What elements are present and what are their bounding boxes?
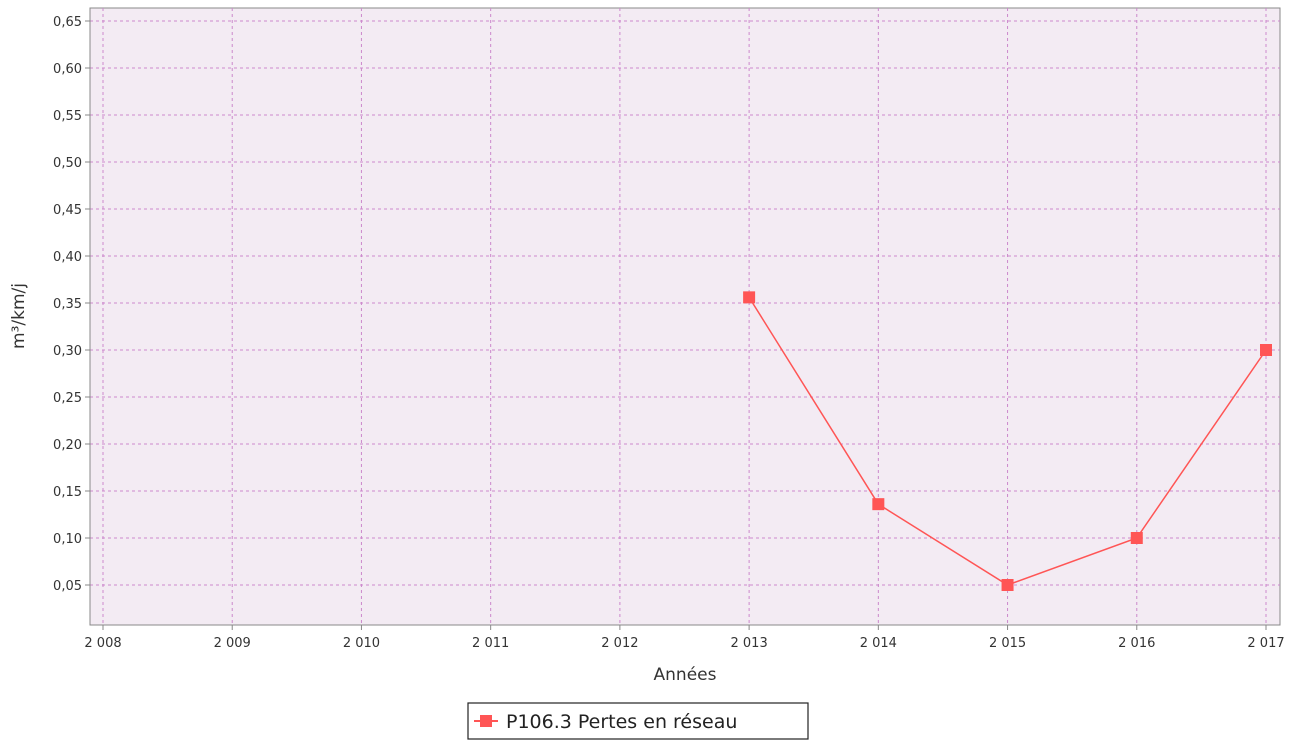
x-tick-label: 2 009 — [214, 636, 251, 651]
legend: P106.3 Pertes en réseau — [467, 702, 809, 740]
y-axis-title: m³/km/j — [9, 283, 29, 349]
y-tick-label: 0,20 — [53, 438, 82, 453]
x-tick-label: 2 010 — [343, 636, 380, 651]
x-tick-labels: 2 008 2 009 2 010 2 011 2 012 2 013 2 014 2 015… — [84, 636, 1284, 651]
y-tick-label: 0,35 — [53, 297, 82, 312]
y-tick-label: 0,10 — [53, 532, 82, 547]
axes — [85, 8, 1280, 630]
y-tick-label: 0,45 — [53, 203, 82, 218]
x-tick-label: 2 017 — [1247, 636, 1284, 651]
x-tick-label: 2 016 — [1118, 636, 1155, 651]
x-tick-label: 2 011 — [472, 636, 509, 651]
data-point — [872, 498, 885, 511]
x-tick-label: 2 015 — [989, 636, 1026, 651]
y-tick-label: 0,25 — [53, 391, 82, 406]
x-tick-label: 2 013 — [731, 636, 768, 651]
legend-label: P106.3 Pertes en réseau — [506, 711, 737, 733]
data-point — [1260, 344, 1272, 356]
y-tick-label: 0,05 — [53, 579, 82, 594]
y-tick-label: 0,65 — [53, 15, 82, 30]
data-point — [1130, 532, 1143, 544]
y-tick-label: 0,55 — [53, 109, 82, 124]
y-tick-labels: 0,05 0,10 0,15 0,20 0,25 0,30 0,35 0,40 0,45 0,50… — [53, 15, 82, 594]
data-point — [1001, 579, 1014, 591]
y-tick-label: 0,30 — [53, 344, 82, 359]
x-axis-title: Années — [654, 665, 717, 685]
grid — [90, 8, 1280, 625]
x-tick-label: 2 008 — [84, 636, 121, 651]
y-tick-label: 0,40 — [53, 250, 82, 265]
y-tick-label: 0,50 — [53, 156, 82, 171]
x-tick-label: 2 012 — [601, 636, 638, 651]
series — [743, 291, 1272, 591]
y-tick-label: 0,60 — [53, 62, 82, 77]
legend-box — [467, 702, 809, 740]
plot-area — [89, 7, 1281, 626]
x-tick-label: 2 014 — [860, 636, 897, 651]
legend-marker — [480, 715, 492, 727]
data-point — [743, 291, 756, 304]
y-tick-label: 0,15 — [53, 485, 82, 500]
